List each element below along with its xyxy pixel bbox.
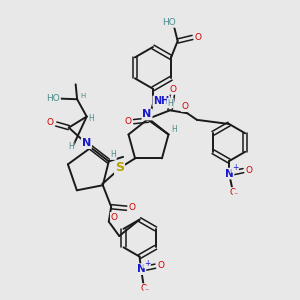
Text: HO: HO bbox=[162, 18, 176, 27]
Text: HO: HO bbox=[46, 94, 60, 103]
Text: H: H bbox=[88, 114, 94, 123]
Text: +: + bbox=[144, 259, 150, 268]
Text: +: + bbox=[232, 163, 238, 172]
Text: O: O bbox=[157, 261, 164, 270]
Text: NH: NH bbox=[153, 96, 170, 106]
Text: O: O bbox=[111, 213, 118, 222]
Text: O: O bbox=[125, 116, 132, 125]
Text: O: O bbox=[169, 85, 176, 94]
Text: O: O bbox=[245, 166, 252, 175]
Text: ⁻: ⁻ bbox=[144, 286, 148, 295]
Text: S: S bbox=[115, 161, 124, 174]
Text: N: N bbox=[142, 110, 152, 119]
Text: O: O bbox=[194, 33, 202, 42]
Text: H: H bbox=[171, 124, 177, 134]
Text: N: N bbox=[225, 169, 233, 178]
Text: O: O bbox=[230, 188, 236, 197]
Text: H: H bbox=[167, 99, 173, 108]
Text: O: O bbox=[140, 284, 148, 293]
Text: N: N bbox=[137, 264, 146, 274]
Text: O: O bbox=[129, 203, 136, 212]
Text: ⁻: ⁻ bbox=[233, 190, 238, 199]
Text: O: O bbox=[47, 118, 54, 127]
Text: H: H bbox=[68, 142, 74, 151]
Text: H: H bbox=[110, 150, 116, 159]
Text: N: N bbox=[82, 138, 91, 148]
Text: H: H bbox=[80, 93, 85, 99]
Text: O: O bbox=[182, 102, 188, 111]
